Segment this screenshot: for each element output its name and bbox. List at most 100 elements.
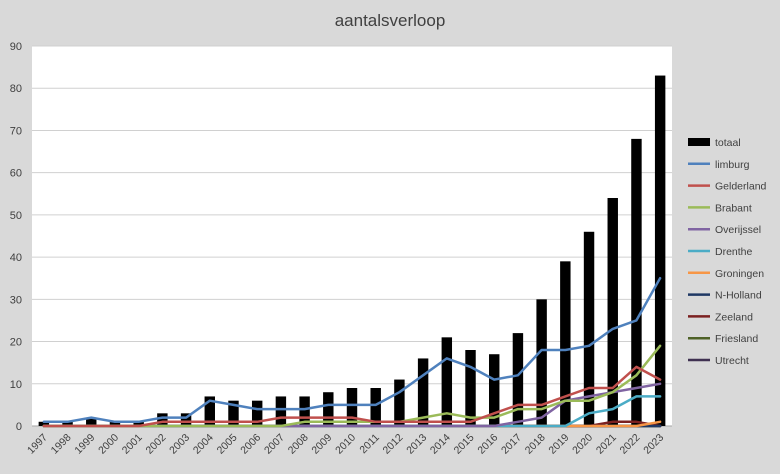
bar-totaal — [512, 333, 524, 426]
x-axis: 1997199819992000200120022003200420052006… — [25, 425, 672, 457]
x-tick-label: 2020 — [570, 432, 595, 457]
plot-area — [32, 46, 672, 426]
x-tick-label: 2016 — [475, 432, 500, 457]
y-axis: 0 10 20 30 40 50 60 70 80 90 — [10, 41, 22, 433]
x-tick-label: 2003 — [167, 432, 192, 457]
bar-totaal — [228, 400, 239, 426]
x-tick-label: 2010 — [333, 432, 358, 457]
gridlines — [32, 45, 672, 427]
x-tick-label: 2000 — [96, 432, 121, 457]
x-tick-label: 2004 — [191, 432, 216, 457]
bar-totaal — [465, 350, 476, 426]
bar-totaal — [489, 354, 500, 426]
bar-totaal — [536, 299, 547, 426]
legend-item: Drenthe — [688, 246, 753, 258]
legend-swatch — [688, 138, 710, 146]
x-tick-label: 2023 — [641, 432, 666, 457]
x-tick-label: 1997 — [25, 432, 50, 457]
chart-title: aantalsverloop — [335, 11, 446, 30]
bar-totaal — [583, 231, 595, 426]
bar-totaal — [299, 396, 310, 426]
legend-label: Brabant — [715, 202, 752, 214]
legend-item: Utrecht — [688, 355, 749, 367]
legend-label: Overijssel — [715, 224, 761, 236]
legend-label: N-Holland — [715, 290, 762, 302]
x-tick-label: 2009 — [309, 432, 334, 457]
legend-label: limburg — [715, 159, 750, 171]
bar-totaal — [275, 396, 287, 426]
x-tick-label: 2011 — [357, 432, 382, 457]
x-tick-label: 1999 — [72, 432, 97, 457]
x-tick-label: 2005 — [215, 432, 240, 457]
legend-item: Zeeland — [688, 311, 753, 323]
bar-totaal — [86, 417, 97, 426]
x-tick-label: 2006 — [238, 432, 263, 457]
bar-totaal — [560, 261, 571, 426]
legend-label: Groningen — [715, 268, 764, 280]
x-tick-label: 2014 — [428, 432, 453, 457]
bar-totaal — [204, 396, 215, 426]
legend-label: Friesland — [715, 333, 758, 345]
legend-item: Brabant — [688, 202, 752, 214]
y-tick-label: 70 — [10, 125, 22, 137]
x-tick-label: 2002 — [143, 432, 168, 457]
bar-totaal — [180, 413, 192, 426]
bar-totaal — [157, 413, 168, 426]
legend-label: Utrecht — [715, 355, 749, 367]
bar-totaal — [323, 392, 334, 426]
line-brabant — [42, 344, 662, 428]
bar-series-totaal — [38, 75, 666, 427]
bar-totaal — [251, 400, 263, 426]
legend-item: Friesland — [688, 333, 758, 345]
legend: totaal limburg Gelderland Brabant Overijssel… — [688, 137, 767, 367]
legend-item: N-Holland — [688, 290, 762, 302]
x-tick-label: 2019 — [546, 432, 571, 457]
x-tick-label: 2012 — [381, 432, 406, 457]
legend-item: totaal — [688, 137, 741, 149]
bar-totaal — [394, 379, 405, 426]
y-tick-label: 10 — [10, 379, 22, 391]
y-tick-label: 0 — [16, 421, 22, 433]
bar-totaal — [38, 421, 50, 426]
x-tick-label: 2018 — [523, 432, 548, 457]
y-tick-label: 40 — [10, 252, 22, 264]
x-tick-label: 2007 — [262, 432, 287, 457]
line-limburg — [42, 276, 662, 424]
bar-totaal — [654, 75, 666, 427]
bar-totaal — [346, 388, 358, 426]
legend-item: Overijssel — [688, 224, 761, 236]
line-gelderland — [42, 365, 662, 428]
x-tick-label: 2021 — [594, 432, 619, 457]
legend-label: Gelderland — [715, 181, 767, 193]
legend-label: Zeeland — [715, 311, 753, 323]
bar-totaal — [607, 198, 618, 426]
line-series — [42, 276, 662, 428]
y-tick-label: 90 — [10, 41, 22, 53]
y-tick-label: 60 — [10, 168, 22, 180]
bar-totaal — [441, 337, 453, 426]
bar-totaal — [62, 421, 73, 426]
legend-label: Drenthe — [715, 246, 753, 258]
x-tick-label: 1998 — [49, 432, 74, 457]
y-tick-label: 50 — [10, 210, 22, 222]
y-tick-label: 30 — [10, 294, 22, 306]
x-tick-label: 2017 — [499, 432, 524, 457]
legend-item: Gelderland — [688, 181, 767, 193]
legend-label: totaal — [715, 137, 741, 149]
x-tick-label: 2001 — [120, 432, 145, 457]
x-tick-label: 2008 — [286, 432, 311, 457]
legend-item: limburg — [688, 159, 750, 171]
bar-totaal — [631, 138, 642, 426]
bar-totaal — [370, 388, 381, 426]
bar-totaal — [109, 421, 121, 426]
bar-totaal — [133, 421, 144, 426]
bar-totaal — [417, 358, 429, 426]
x-tick-label: 2015 — [452, 432, 477, 457]
x-tick-label: 2013 — [404, 432, 429, 457]
legend-item: Groningen — [688, 268, 764, 280]
x-tick-label: 2022 — [618, 432, 643, 457]
y-tick-label: 80 — [10, 83, 22, 95]
y-tick-label: 20 — [10, 337, 22, 349]
